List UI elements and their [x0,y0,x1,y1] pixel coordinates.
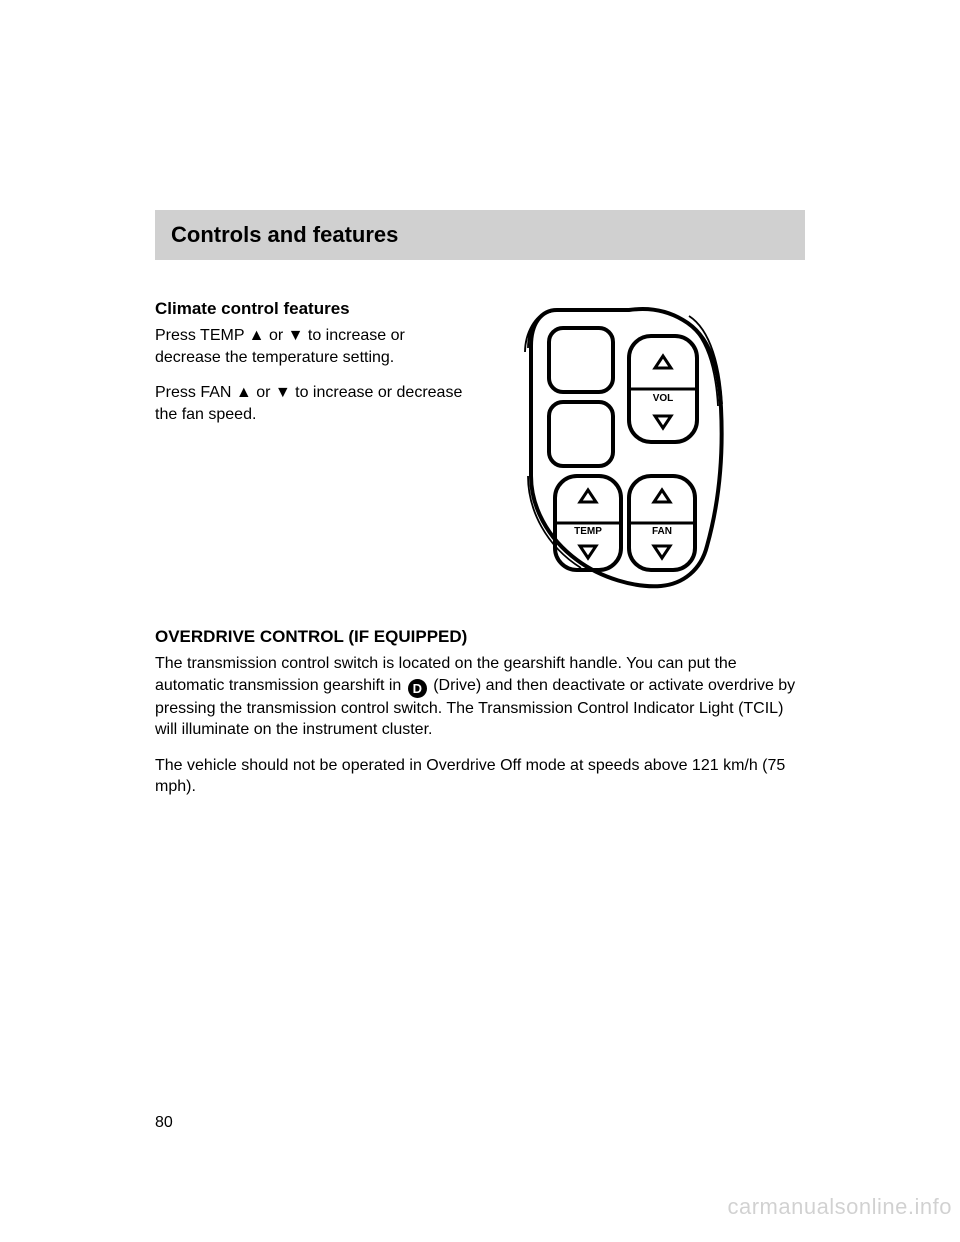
temp-label: TEMP [574,526,602,537]
overdrive-main-paragraph: The transmission control switch is locat… [155,653,805,741]
vol-label: VOL [653,393,674,404]
section-header: Controls and features [155,210,805,260]
drive-symbol-icon: D [408,679,427,698]
steering-control-diagram: VOL TEMP [495,298,805,605]
watermark: carmanualsonline.info [727,1194,952,1220]
page-content: Climate control features Press TEMP ▲ or… [155,298,805,798]
climate-heading: Climate control features [155,298,465,321]
page-number: 80 [155,1114,173,1132]
fan-paragraph: Press FAN ▲ or ▼ to increase or decrease… [155,382,465,425]
overdrive-speed-paragraph: The vehicle should not be operated in Ov… [155,755,805,798]
temp-paragraph: Press TEMP ▲ or ▼ to increase or decreas… [155,325,465,368]
fan-label: FAN [652,526,672,537]
section-title: Controls and features [171,222,789,248]
overdrive-heading: OVERDRIVE CONTROL (IF EQUIPPED) [155,626,805,649]
